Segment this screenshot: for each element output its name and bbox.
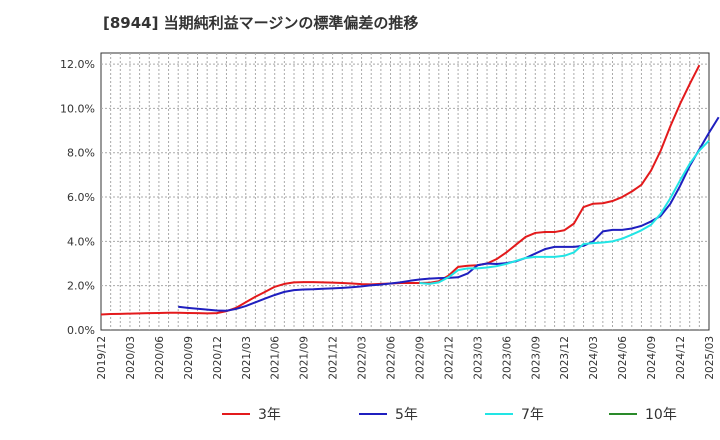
x-tick-label: 2022/03: [357, 336, 369, 380]
series-layer: [100, 64, 720, 316]
x-tick-label: 2024/09: [646, 336, 658, 380]
chart-title: [8944] 当期純利益マージンの標準偏差の推移: [103, 14, 419, 32]
x-tick-label: 2023/06: [501, 336, 513, 380]
legend-label-1: 3年: [258, 407, 281, 423]
x-tick-label: 2023/12: [559, 336, 571, 380]
x-tick-label: 2024/03: [588, 336, 600, 380]
x-tick-label: 2025/03: [704, 336, 716, 380]
y-tick-label: 4.0%: [67, 235, 95, 248]
legend-label-4: 10年: [645, 407, 677, 423]
y-tick-label: 8.0%: [67, 147, 95, 160]
x-tick-label: 2021/09: [299, 336, 311, 380]
y-tick-label: 0.0%: [67, 324, 95, 337]
y-tick-label: 2.0%: [67, 280, 95, 293]
x-tick-label: 2024/06: [617, 336, 629, 380]
y-tick-label: 12.0%: [60, 58, 95, 71]
x-tick-label: 2020/09: [183, 336, 195, 380]
x-tick-label: 2021/12: [328, 336, 340, 380]
series-line-3: [419, 139, 710, 285]
x-tick-label: 2022/06: [386, 336, 398, 380]
x-tick-label: 2020/06: [154, 336, 166, 380]
x-tick-label: 2023/03: [472, 336, 484, 380]
y-axis-ticks: 0.0% 2.0% 4.0% 6.0% 8.0% 10.0% 12.0%: [60, 58, 95, 337]
legend-label-3: 7年: [521, 407, 544, 423]
x-tick-label: 2020/03: [125, 336, 137, 380]
x-tick-label: 2023/09: [530, 336, 542, 380]
legend-label-2: 5年: [395, 407, 418, 423]
x-tick-label: 2022/09: [414, 336, 426, 380]
y-tick-label: 6.0%: [67, 191, 95, 204]
y-tick-label: 10.0%: [60, 102, 95, 115]
plot-area: [100, 52, 710, 331]
x-tick-label: 2019/12: [96, 336, 108, 380]
grid: [101, 53, 709, 330]
x-tick-label: 2020/12: [212, 336, 224, 380]
legend: 3年 5年 7年 10年: [222, 407, 677, 423]
x-tick-label: 2024/12: [675, 336, 687, 380]
x-tick-label: 2021/03: [241, 336, 253, 380]
x-tick-label: 2022/12: [443, 336, 455, 380]
x-tick-label: 2021/06: [270, 336, 282, 380]
x-axis-ticks: 2019/12 2020/03 2020/06 2020/09 2020/12 2021/…: [96, 336, 716, 380]
